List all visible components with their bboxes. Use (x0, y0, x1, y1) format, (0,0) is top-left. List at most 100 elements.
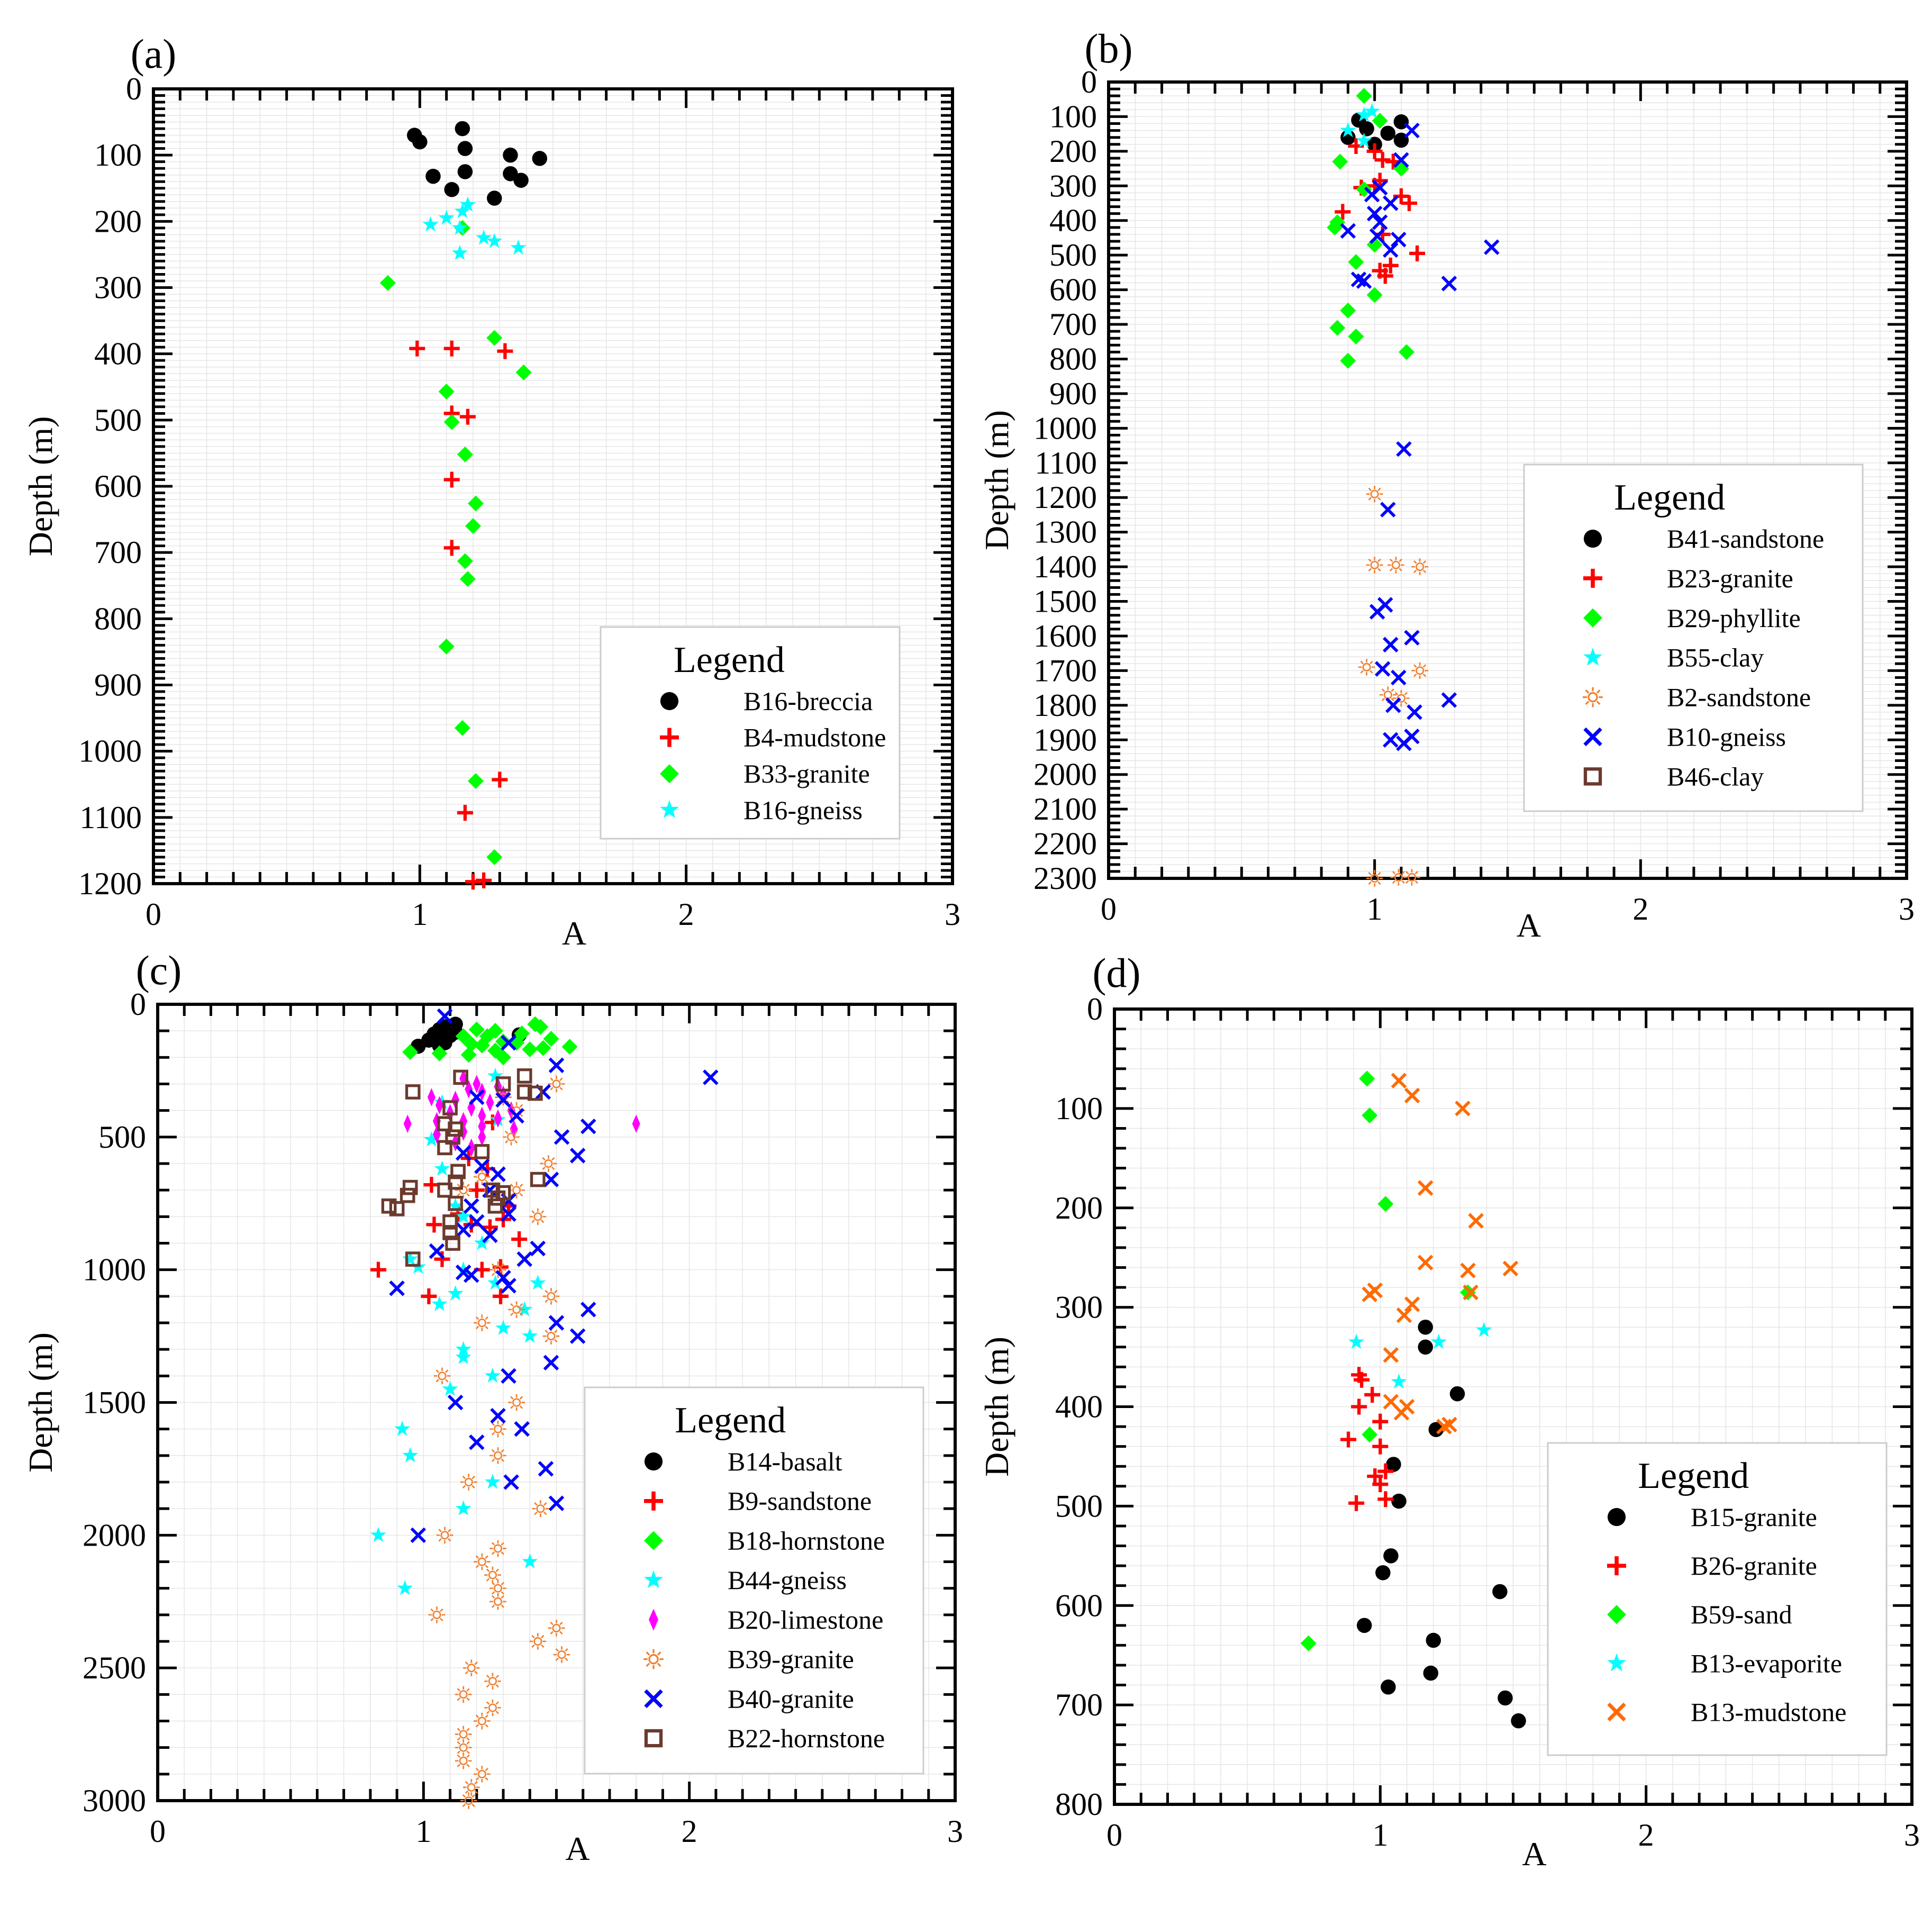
data-point-B55-clay (1340, 122, 1356, 138)
data-point-B10-gneiss (1391, 669, 1407, 686)
data-point-B55-clay (1356, 132, 1372, 148)
data-point-B44-gneiss (455, 1349, 471, 1364)
y-tick-label: 1600 (1033, 619, 1097, 653)
data-point-B10-gneiss (1396, 441, 1412, 457)
data-point-B40-granite (543, 1172, 559, 1187)
y-tick-label: 600 (1049, 273, 1097, 307)
data-point-B13-evaporite (1476, 1322, 1492, 1337)
data-point-B4-mudstone (443, 540, 460, 556)
data-point-B40-granite (554, 1129, 570, 1145)
data-point-B40-granite (495, 1092, 511, 1108)
data-point-B18-hornstone (460, 1047, 477, 1063)
data-point-B44-gneiss (474, 1234, 490, 1250)
data-point-B26-granite (1354, 1372, 1370, 1388)
y-tick-label: 2200 (1033, 827, 1097, 861)
y-tick-label: 1500 (83, 1385, 146, 1420)
legend-label-B59-sand: B59-sand (1691, 1600, 1792, 1629)
data-point-B16-breccia (487, 190, 502, 206)
data-point-B13-mudstone (1460, 1263, 1476, 1278)
data-point-B44-gneiss (447, 1285, 464, 1301)
legend-marker-B20-limestone (649, 1609, 658, 1631)
data-point-B13-mudstone (1436, 1419, 1452, 1434)
data-point-B20-limestone (486, 1093, 494, 1112)
data-points (1300, 1070, 1526, 1729)
data-point-B9-sandstone (463, 1216, 479, 1233)
data-point-B23-granite (1374, 152, 1391, 168)
data-point-B44-gneiss (522, 1328, 538, 1343)
data-point-B59-sand (1300, 1635, 1317, 1651)
plot-frame (156, 1003, 957, 1802)
data-point-B22-hornstone (516, 1084, 532, 1100)
y-tick-label: 1200 (78, 866, 142, 901)
panel-1: 0 1 2 3010020030040050060070080090010001100… (978, 25, 1915, 944)
data-point-B23-granite (1409, 245, 1426, 261)
data-point-B59-sand (1362, 1107, 1378, 1124)
legend-label-B14-basalt: B14-basalt (728, 1447, 842, 1476)
legend-label-B4-mudstone: B4-mudstone (743, 723, 886, 752)
y-tick-label: 0 (1087, 992, 1103, 1027)
data-point-B44-gneiss (431, 1296, 448, 1311)
data-point-B40-granite (469, 1089, 485, 1105)
data-point-B2-sandstone (1387, 557, 1404, 574)
data-point-B22-hornstone (450, 1164, 466, 1179)
y-tick-label: 3000 (83, 1783, 146, 1818)
data-point-B59-sand (1377, 1196, 1394, 1212)
data-point-B9-sandstone (511, 1231, 528, 1247)
data-point-B20-limestone (403, 1114, 412, 1133)
y-tick-label: 500 (1049, 238, 1097, 273)
legend-label-B55-clay: B55-clay (1667, 643, 1764, 673)
data-point-B20-limestone (478, 1117, 486, 1136)
x-tick-label: 2 (1638, 1818, 1654, 1852)
data-point-B29-phyllite (1356, 88, 1372, 104)
data-point-B40-granite (455, 1222, 471, 1238)
data-point-B22-hornstone (490, 1190, 506, 1206)
data-point-B39-granite (455, 1752, 472, 1769)
legend-label-B41-sandstone: B41-sandstone (1667, 524, 1824, 553)
data-point-B23-granite (1335, 204, 1351, 220)
data-point-B10-gneiss (1404, 630, 1420, 646)
data-point-B16-breccia (457, 141, 473, 156)
panel-label: (d) (1093, 950, 1141, 996)
legend-marker-B59-sand (1607, 1605, 1626, 1624)
legend-marker-B26-granite (1607, 1556, 1626, 1576)
plot-frame (1107, 80, 1908, 880)
x-tick-label: 3 (945, 897, 960, 932)
x-tick-label: 2 (1632, 892, 1648, 927)
data-point-B22-hornstone (527, 1085, 543, 1101)
legend: Legend B41-sandstone B23-granite B29-phylli… (1523, 464, 1864, 812)
legend-marker-B15-granite (1607, 1508, 1626, 1527)
x-tick-label: 1 (415, 1814, 431, 1849)
data-point-B13-mudstone (1417, 1255, 1434, 1270)
data-point-B40-granite (530, 1240, 546, 1257)
data-point-B39-granite (460, 1792, 477, 1809)
data-point-B9-sandstone (482, 1219, 498, 1236)
data-point-B22-hornstone (495, 1076, 511, 1092)
data-point-B55-clay (1356, 106, 1372, 122)
data-point-B29-phyllite (1340, 352, 1356, 369)
data-point-B18-hornstone (402, 1044, 419, 1060)
ticks (1113, 1007, 1913, 1806)
legend-label-B20-limestone: B20-limestone (728, 1605, 883, 1634)
data-point-B22-hornstone (530, 1172, 546, 1187)
data-point-B2-sandstone (1411, 662, 1428, 679)
data-point-B10-gneiss (1385, 697, 1401, 713)
data-point-B15-granite (1383, 1548, 1399, 1564)
y-tick-label: 0 (130, 987, 146, 1022)
y-tick-label: 500 (1055, 1488, 1103, 1523)
data-point-B20-limestone (632, 1114, 640, 1133)
data-point-B41-sandstone (1380, 125, 1396, 141)
data-point-B20-limestone (478, 1106, 486, 1125)
y-tick-label: 700 (1055, 1687, 1103, 1722)
y-tick-label: 900 (94, 668, 142, 703)
data-point-B23-granite (1401, 195, 1418, 212)
y-tick-label: 200 (94, 204, 142, 239)
y-tick-label: 400 (94, 337, 142, 371)
data-point-B39-granite (489, 1447, 506, 1464)
y-tick-label: 300 (94, 270, 142, 305)
data-point-B15-granite (1418, 1319, 1433, 1335)
data-point-B59-sand (1359, 1070, 1375, 1087)
data-point-B16-gneiss (422, 216, 439, 232)
data-point-B39-granite (548, 1620, 565, 1637)
legend-marker-B41-sandstone (1583, 529, 1602, 548)
